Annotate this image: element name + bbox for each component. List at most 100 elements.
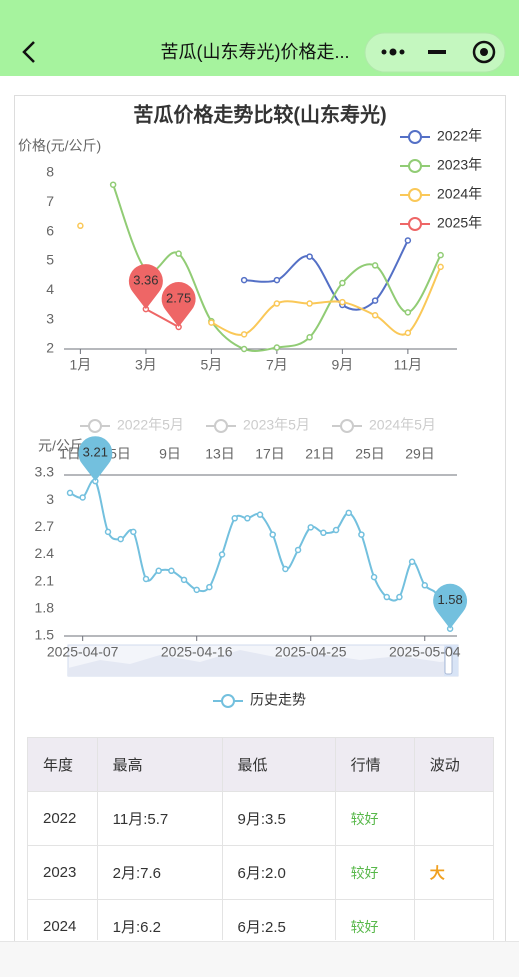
table-header: 最高 <box>96 737 223 792</box>
y-axis-label: 元/公斤 <box>38 438 84 454</box>
point <box>371 262 379 269</box>
x-tick-label: 2025-05-04 <box>389 644 461 660</box>
x-tick-label: 1月 <box>69 357 91 373</box>
point <box>404 309 412 316</box>
legend-label[interactable]: 2024年5月 <box>369 417 436 433</box>
y-tick-label: 3.3 <box>35 464 55 480</box>
table-cell <box>413 899 494 940</box>
point <box>370 573 378 581</box>
table-cell: 2024 <box>27 899 98 940</box>
y-tick-label: 3 <box>46 491 54 507</box>
footer <box>0 941 519 977</box>
mark-pin <box>433 583 468 629</box>
summary-table: 年度 最高 最低 行情 波动 2022 11月:5.7 9月:3.5 较好 2023 2月:7.6 6… <box>27 737 494 940</box>
chart-title: 苦瓜价格走势比较(山东寿光) <box>133 102 386 126</box>
y-tick-label: 4 <box>46 281 54 297</box>
zoom-handle[interactable] <box>444 646 453 675</box>
charts: 苦瓜价格走势比较(山东寿光) 价格(元/公斤) 2 3 4 5 6 7 8 1月 3月 5月 7月 9月 1… <box>18 102 482 708</box>
point <box>282 565 289 573</box>
point <box>155 567 162 575</box>
legend-symbol <box>408 188 422 202</box>
x2-tick-label: 1日 <box>59 446 81 462</box>
x-tick-label: 7月 <box>266 357 288 373</box>
x2-tick-label: 5日 <box>109 446 131 462</box>
mark-pin-label: 3.21 <box>83 445 108 460</box>
legend-symbol <box>221 694 235 708</box>
table-row: 2024 1月:6.2 6月:2.5 较好 <box>27 899 494 940</box>
y-axis-label: 价格(元/公斤) <box>18 138 101 154</box>
y-tick-label: 2 <box>46 340 54 356</box>
point <box>437 263 444 271</box>
point <box>307 524 314 531</box>
point <box>437 251 444 259</box>
x-tick-label: 9月 <box>331 357 353 373</box>
x2-tick-label: 29日 <box>405 446 435 462</box>
point <box>175 250 182 257</box>
legend-label[interactable]: 历史走势 <box>250 692 306 708</box>
table-cell <box>413 791 494 846</box>
series-line <box>210 266 442 336</box>
legend-symbol <box>408 159 422 173</box>
legend-label[interactable]: 2022年 <box>437 128 482 144</box>
point <box>273 300 281 307</box>
table-cell: 11月:5.7 <box>96 791 223 846</box>
point <box>180 576 188 584</box>
x2-tick-label: 13日 <box>205 446 235 462</box>
point <box>218 551 226 558</box>
point <box>231 515 238 522</box>
table-cell: 2023 <box>27 845 98 900</box>
x-tick-label: 5月 <box>200 357 222 373</box>
page-title: 苦瓜(山东寿光)价格走... <box>161 42 350 62</box>
more-button[interactable] <box>381 48 405 56</box>
y-tick-label: 5 <box>46 252 54 268</box>
y-tick-label: 8 <box>46 164 54 180</box>
x-tick-label: 11月 <box>394 357 423 373</box>
point <box>208 319 215 326</box>
legend-label[interactable]: 2022年5月 <box>117 417 184 433</box>
point <box>142 575 150 583</box>
legend-label[interactable]: 2025年 <box>437 215 482 231</box>
point <box>240 331 248 338</box>
point <box>66 489 74 497</box>
point <box>256 511 264 518</box>
point <box>168 567 175 575</box>
y-tick-label: 3 <box>46 310 54 326</box>
point <box>306 253 313 260</box>
table-cell: 较好 <box>334 845 415 900</box>
point <box>408 558 416 565</box>
point <box>404 237 412 244</box>
point <box>273 276 281 284</box>
header: 苦瓜(山东寿光)价格走... <box>0 0 519 76</box>
y-tick-label: 1.5 <box>35 627 55 643</box>
legend-label[interactable]: 2023年 <box>437 157 482 173</box>
minimize-button[interactable] <box>428 50 446 54</box>
table-cell: 9月:3.5 <box>221 791 336 846</box>
point <box>396 593 403 601</box>
x-tick-label: 2025-04-07 <box>47 644 119 660</box>
table-header: 最低 <box>221 737 336 792</box>
point <box>345 509 352 517</box>
back-button[interactable] <box>22 41 35 63</box>
close-button[interactable] <box>472 40 496 64</box>
mark-pin <box>128 264 163 310</box>
y-tick-label: 2.1 <box>35 572 55 588</box>
legend-label[interactable]: 2023年5月 <box>243 417 310 433</box>
legend-label[interactable]: 2024年 <box>437 186 482 202</box>
point <box>79 494 86 501</box>
table-header: 行情 <box>334 737 415 792</box>
point <box>383 593 390 601</box>
mark-pin <box>161 282 196 327</box>
table-cell: 1月:6.2 <box>96 899 223 940</box>
x-tick-label: 2025-04-16 <box>161 644 233 660</box>
point <box>404 329 412 337</box>
table-header: 波动 <box>413 737 494 792</box>
point <box>306 300 313 307</box>
y-tick-label: 2.7 <box>35 518 55 534</box>
mark-pin <box>78 436 113 482</box>
table-cell: 较好 <box>334 791 415 846</box>
legend-symbol <box>214 419 228 433</box>
point <box>244 515 251 522</box>
point <box>358 531 365 538</box>
point <box>269 531 276 538</box>
mark-pin-label: 3.36 <box>133 273 158 288</box>
